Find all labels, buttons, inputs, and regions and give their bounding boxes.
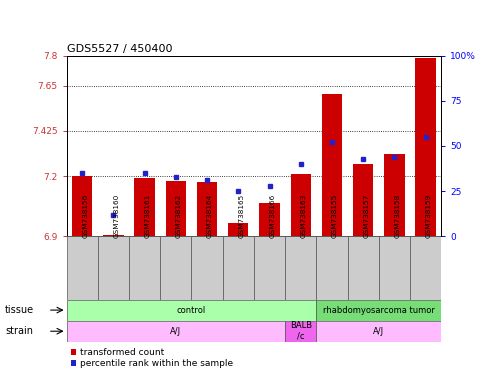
Bar — [223, 236, 254, 300]
Bar — [322, 94, 342, 236]
Text: strain: strain — [5, 326, 33, 336]
Bar — [317, 236, 348, 300]
Bar — [416, 58, 436, 236]
Legend: transformed count, percentile rank within the sample: transformed count, percentile rank withi… — [71, 348, 233, 368]
Text: GDS5527 / 450400: GDS5527 / 450400 — [67, 43, 172, 53]
Bar — [259, 203, 280, 236]
Text: GSM738159: GSM738159 — [425, 194, 432, 238]
Bar — [410, 236, 441, 300]
Bar — [379, 236, 410, 300]
Text: GSM738165: GSM738165 — [238, 194, 245, 238]
Bar — [285, 321, 317, 342]
Bar — [67, 300, 317, 321]
Bar — [348, 236, 379, 300]
Bar — [228, 223, 248, 236]
Bar — [160, 236, 191, 300]
Bar — [67, 321, 285, 342]
Text: GSM738166: GSM738166 — [270, 194, 276, 238]
Text: GSM738157: GSM738157 — [363, 194, 369, 238]
Bar — [98, 236, 129, 300]
Text: GSM738156: GSM738156 — [82, 194, 88, 238]
Text: GSM738155: GSM738155 — [332, 194, 338, 238]
Text: A/J: A/J — [170, 327, 181, 336]
Bar — [353, 164, 373, 236]
Bar — [317, 300, 441, 321]
Text: GSM738164: GSM738164 — [207, 194, 213, 238]
Text: A/J: A/J — [373, 327, 385, 336]
Bar — [166, 181, 186, 236]
Bar — [285, 236, 317, 300]
Bar — [254, 236, 285, 300]
Text: BALB
/c: BALB /c — [290, 321, 312, 341]
Text: tissue: tissue — [5, 305, 34, 315]
Text: control: control — [177, 306, 206, 314]
Text: GSM738160: GSM738160 — [113, 194, 119, 238]
Bar — [103, 235, 124, 236]
Bar — [384, 154, 405, 236]
Bar — [135, 178, 155, 236]
Bar — [72, 176, 92, 236]
Text: GSM738161: GSM738161 — [144, 194, 151, 238]
Bar — [317, 321, 441, 342]
Bar — [129, 236, 160, 300]
Text: GSM738162: GSM738162 — [176, 194, 182, 238]
Bar — [67, 236, 98, 300]
Text: rhabdomyosarcoma tumor: rhabdomyosarcoma tumor — [323, 306, 435, 314]
Bar — [290, 174, 311, 236]
Bar — [191, 236, 223, 300]
Text: GSM738163: GSM738163 — [301, 194, 307, 238]
Text: GSM738158: GSM738158 — [394, 194, 400, 238]
Bar — [197, 182, 217, 236]
